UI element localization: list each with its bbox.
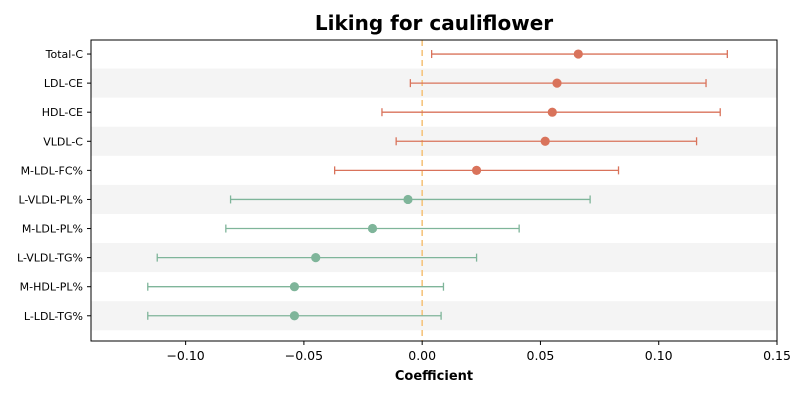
x-tick-label: −0.10 bbox=[166, 348, 204, 363]
x-tick-label: −0.05 bbox=[285, 348, 323, 363]
point-estimate bbox=[540, 136, 550, 146]
point-estimate bbox=[367, 223, 378, 234]
point-estimates bbox=[289, 49, 583, 321]
x-axis-ticks: −0.10 −0.05 0.00 0.05 0.10 0.15 bbox=[166, 341, 791, 363]
y-tick-label: Total-C bbox=[45, 48, 84, 61]
y-tick-label: L-VLDL-TG% bbox=[17, 252, 83, 265]
y-tick-label: LDL-CE bbox=[44, 77, 83, 90]
y-tick-label: M-LDL-PL% bbox=[22, 223, 83, 236]
y-tick-label: L-LDL-TG% bbox=[24, 310, 83, 323]
y-tick-label: M-LDL-FC% bbox=[21, 164, 83, 177]
x-tick-label: 0.15 bbox=[763, 348, 791, 363]
x-tick-label: 0.00 bbox=[408, 348, 436, 363]
x-tick-label: 0.10 bbox=[645, 348, 673, 363]
x-tick-label: 0.05 bbox=[527, 348, 555, 363]
y-tick-label: HDL-CE bbox=[42, 106, 83, 119]
chart-title: Liking for cauliflower bbox=[315, 11, 553, 35]
point-estimate bbox=[471, 165, 482, 175]
y-axis-ticks: Total-C LDL-CE HDL-CE VLDL-C M-LDL-FC% L-VLDL… bbox=[17, 48, 91, 323]
point-estimate bbox=[547, 107, 557, 117]
y-tick-label: M-HDL-PL% bbox=[20, 281, 83, 294]
point-estimate bbox=[289, 311, 300, 321]
point-estimate bbox=[311, 253, 321, 263]
point-estimate bbox=[552, 78, 562, 88]
point-estimate bbox=[573, 49, 583, 59]
y-tick-label: VLDL-C bbox=[43, 135, 83, 148]
plot-frame bbox=[90, 39, 778, 342]
y-tick-label: L-VLDL-PL% bbox=[18, 193, 83, 206]
point-estimate bbox=[289, 282, 300, 292]
point-estimate bbox=[403, 194, 413, 205]
x-axis-label: Coefficient bbox=[395, 369, 473, 384]
